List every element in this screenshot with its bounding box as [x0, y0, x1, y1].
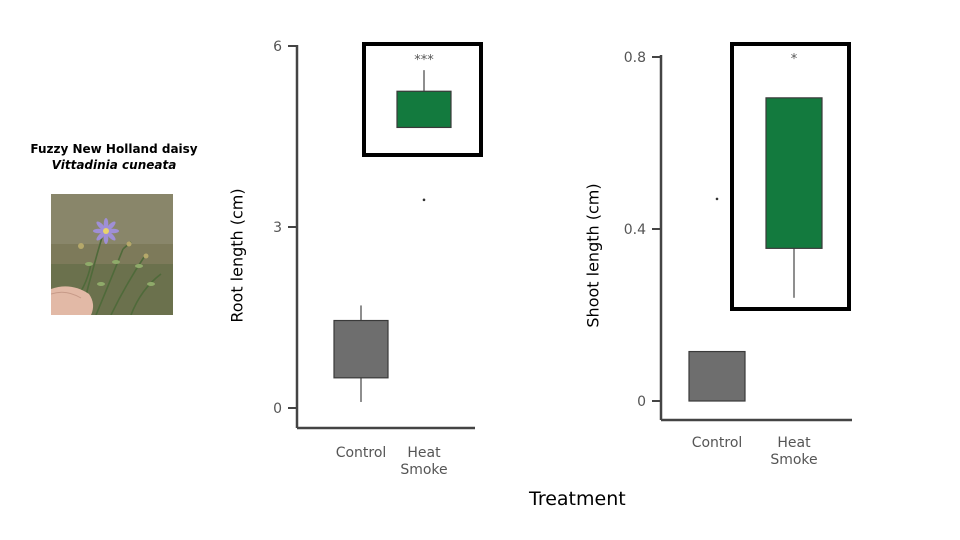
significance-marker: *	[791, 52, 798, 67]
box-heat-smoke	[765, 97, 823, 249]
y-tick-label: 0	[273, 401, 282, 417]
outlier-point	[715, 197, 719, 201]
plant-photo	[51, 194, 173, 315]
box-control	[688, 350, 746, 402]
category-label: Control	[336, 445, 387, 461]
species-scientific-name: Vittadinia cuneata	[51, 158, 177, 172]
category-label: Heat Smoke	[770, 435, 817, 468]
category-label: Heat Smoke	[400, 445, 447, 478]
category-label: Control	[692, 435, 743, 451]
outlier-point	[422, 198, 426, 202]
species-common-name: Fuzzy New Holland daisy	[30, 142, 198, 156]
highlight-frame	[730, 42, 851, 311]
y-tick-label: 3	[273, 220, 282, 236]
y-tick-label: 0	[637, 394, 646, 410]
y-tick-label: 6	[273, 39, 282, 55]
treatment-axis-label: Treatment	[529, 488, 626, 510]
significance-marker: ***	[414, 53, 434, 68]
y-tick-label: 0.4	[624, 222, 646, 238]
daisy-photo-illustration	[51, 194, 173, 315]
y-tick-label: 0.8	[624, 50, 646, 66]
box-control	[333, 319, 389, 379]
highlight-frame	[362, 42, 483, 157]
box-heat-smoke	[396, 90, 452, 129]
